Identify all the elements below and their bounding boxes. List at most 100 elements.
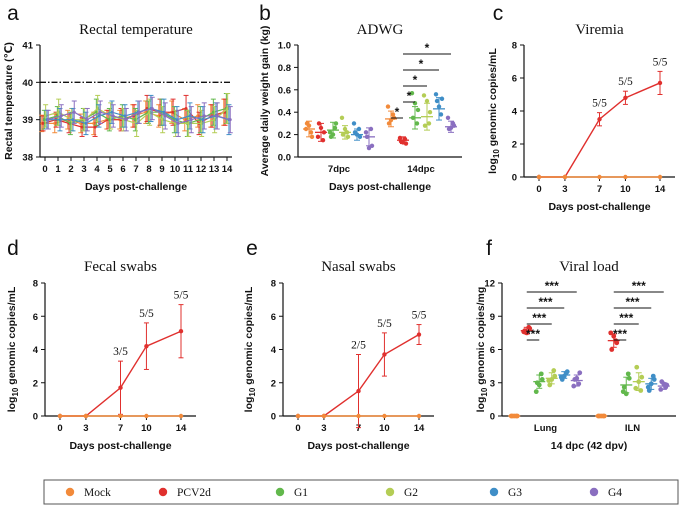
x-tick-label: 1 bbox=[55, 164, 61, 175]
legend-label: G4 bbox=[608, 487, 622, 499]
x-tick-label: 5 bbox=[107, 164, 113, 175]
data-point-G3 bbox=[175, 118, 179, 122]
data-point-Mock bbox=[309, 134, 315, 140]
data-point-G2 bbox=[427, 110, 433, 115]
significance-label: * bbox=[413, 73, 418, 87]
data-point-Mock bbox=[57, 413, 63, 419]
chart-title: Nasal swabs bbox=[321, 259, 396, 275]
data-point-G1 bbox=[330, 132, 336, 137]
x-tick-label: 7 bbox=[118, 423, 123, 434]
legend-box bbox=[43, 479, 679, 505]
chart-title: Viral load bbox=[559, 259, 619, 275]
data-point-G1 bbox=[536, 382, 542, 388]
y-axis-label: Rectal temperature (℃) bbox=[3, 42, 15, 160]
data-point-G4 bbox=[85, 118, 89, 122]
data-point-G4 bbox=[202, 114, 206, 118]
data-point-Mock bbox=[321, 413, 327, 419]
chart-title: Rectal temperature bbox=[79, 22, 193, 38]
y-tick-label: 3 bbox=[490, 378, 495, 389]
data-point-G4 bbox=[577, 370, 583, 376]
y-axis-label-part: log bbox=[243, 397, 255, 413]
x-category-label: Lung bbox=[534, 423, 557, 434]
data-point-G1 bbox=[327, 130, 333, 135]
significance-label: *** bbox=[613, 327, 627, 341]
data-point-Mock bbox=[303, 126, 309, 132]
data-point-Mock bbox=[597, 174, 602, 180]
data-point-Mock bbox=[416, 413, 422, 419]
x-tick-label: 0 bbox=[295, 423, 300, 434]
y-tick-label: 41 bbox=[22, 41, 33, 52]
y-axis-label: log10 genomic copies/mL bbox=[6, 286, 20, 412]
positivity-annotation: 5/5 bbox=[139, 308, 154, 320]
y-axis-label-subscript: 10 bbox=[248, 387, 257, 396]
data-point-G4 bbox=[59, 114, 63, 118]
data-point-PCV2d bbox=[416, 332, 422, 337]
data-point-PCV2d bbox=[321, 130, 327, 135]
y-axis-label: log10 genomic copies/mg bbox=[475, 287, 489, 413]
y-tick-label: 0 bbox=[512, 173, 517, 184]
data-point-PCV2d bbox=[144, 343, 149, 349]
data-point-Mock bbox=[53, 121, 57, 125]
data-point-PCV2d bbox=[400, 140, 406, 145]
x-axis-label: 14 dpc (42 dpv) bbox=[551, 440, 627, 452]
data-point-G2 bbox=[633, 385, 639, 391]
x-category-label: ILN bbox=[625, 423, 640, 434]
significance-label: *** bbox=[526, 327, 540, 341]
x-tick-label: 13 bbox=[209, 164, 220, 175]
y-axis-label-part: genomic copies/mL bbox=[487, 48, 499, 150]
data-point-Mock bbox=[308, 130, 314, 135]
y-tick-label: 38 bbox=[22, 153, 33, 164]
data-point-G4 bbox=[448, 125, 454, 131]
x-category-label: 14dpc bbox=[407, 164, 434, 175]
positivity-annotation: 5/5 bbox=[412, 310, 427, 322]
data-point-G2 bbox=[148, 110, 152, 114]
panel-c: 0 2 4 6 8 0 3 7 10 14 5/5 5/5 5/5 Viremia Days post-ch… bbox=[512, 22, 675, 213]
y-axis-label-part: genomic copies/mg bbox=[475, 287, 487, 388]
data-point-G1 bbox=[539, 377, 545, 382]
x-tick-label: 14 bbox=[176, 423, 187, 434]
data-point-G1 bbox=[133, 118, 137, 122]
data-point-Mock bbox=[386, 121, 392, 126]
panel-letter: f bbox=[486, 237, 492, 260]
y-tick-label: 4 bbox=[33, 345, 39, 356]
data-point-G2 bbox=[422, 123, 428, 128]
data-point-Mock bbox=[390, 112, 396, 117]
data-point-PCV2d bbox=[613, 338, 619, 344]
significance-label: *** bbox=[625, 295, 639, 309]
x-tick-label: 3 bbox=[562, 184, 567, 195]
y-tick-label: 8 bbox=[33, 279, 38, 290]
y-tick-label: 6 bbox=[512, 74, 517, 85]
data-point-G1 bbox=[414, 121, 420, 126]
data-point-PCV2d bbox=[316, 121, 322, 126]
y-tick-label: 6 bbox=[490, 345, 495, 356]
y-tick-label: 0.2 bbox=[278, 130, 291, 141]
data-point-G4 bbox=[450, 121, 456, 126]
data-point-G2 bbox=[551, 368, 557, 373]
chart-title: Viremia bbox=[575, 22, 624, 38]
data-point-PCV2d bbox=[608, 330, 614, 336]
data-point-Mock bbox=[83, 413, 89, 419]
data-point-Mock bbox=[92, 121, 96, 125]
data-point-PCV2d bbox=[623, 95, 628, 101]
positivity-annotation: 5/5 bbox=[592, 98, 607, 110]
data-point-G1 bbox=[533, 389, 539, 395]
data-point-G1 bbox=[626, 375, 632, 381]
x-tick-label: 11 bbox=[183, 164, 194, 175]
panel-letter: e bbox=[246, 237, 258, 260]
x-tick-label: 8 bbox=[146, 164, 151, 175]
data-point-G2 bbox=[345, 134, 351, 140]
data-point-G2 bbox=[639, 374, 645, 380]
x-axis-label: Days post-challenge bbox=[548, 201, 650, 213]
legend-label: G1 bbox=[294, 487, 308, 499]
data-point-G2 bbox=[549, 377, 555, 382]
legend-label: Mock bbox=[84, 487, 111, 499]
data-point-G3 bbox=[433, 92, 439, 97]
data-point-Mock bbox=[657, 174, 663, 180]
legend-label: PCV2d bbox=[177, 487, 211, 499]
data-point-G1 bbox=[94, 110, 98, 114]
data-point-G2 bbox=[200, 121, 204, 125]
legend-marker-G2 bbox=[385, 487, 395, 497]
y-tick-label: 6 bbox=[33, 312, 38, 323]
